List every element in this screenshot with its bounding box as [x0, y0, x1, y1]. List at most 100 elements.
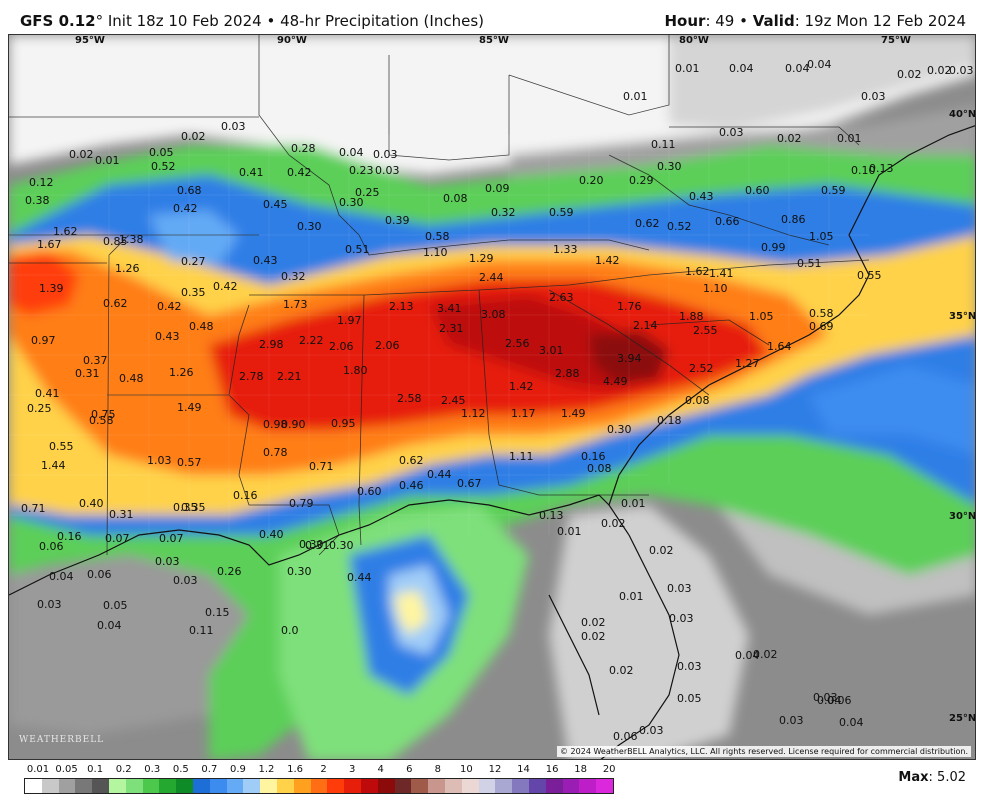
precip-value: 0.59	[549, 206, 574, 219]
legend-tick-label: 6	[406, 764, 413, 775]
legend-swatch	[260, 779, 277, 793]
valid-label: Valid	[752, 12, 795, 30]
legend-swatch	[108, 779, 126, 793]
precip-value: 0.13	[869, 162, 894, 175]
precip-value: 1.03	[147, 454, 172, 467]
precip-value: 0.15	[205, 606, 230, 619]
precip-value: 1.49	[177, 401, 202, 414]
precip-value: 0.03	[669, 612, 694, 625]
precip-value: 0.01	[623, 90, 648, 103]
lat-label-30n: 30°N	[949, 511, 976, 522]
precip-value: 0.48	[189, 320, 214, 333]
precip-value: 1.42	[595, 254, 620, 267]
max-number: : 5.02	[928, 770, 966, 785]
valid-separator: •	[734, 12, 753, 30]
precip-value: 0.02	[777, 132, 802, 145]
precip-value: 0.03	[861, 90, 886, 103]
precip-value: 0.40	[79, 497, 104, 510]
legend-swatch	[243, 779, 261, 793]
precip-value: 0.41	[239, 166, 264, 179]
precip-value: 0.46	[399, 479, 424, 492]
lat-label-25n: 25°N	[949, 713, 976, 724]
precip-value: 2.21	[277, 370, 302, 383]
precip-value: 1.39	[39, 282, 64, 295]
precip-value: 1.97	[337, 314, 362, 327]
precip-value: 0.03	[719, 126, 744, 139]
legend-tick-label: 20	[602, 764, 616, 775]
max-value: Max: 5.02	[898, 770, 966, 785]
precip-value: 2.56	[505, 337, 530, 350]
precip-value: 0.62	[635, 217, 660, 230]
legend-swatch	[192, 779, 210, 793]
precip-value: 0.01	[557, 525, 582, 538]
precip-value: 0.43	[689, 190, 714, 203]
precip-value: 0.25	[27, 402, 52, 415]
precip-value: 0.02	[649, 544, 674, 557]
legend-swatch	[310, 779, 328, 793]
precip-value: 0.04	[839, 716, 864, 729]
precip-value: 1.80	[343, 364, 368, 377]
precip-value: 0.13	[539, 509, 564, 522]
legend-swatch	[411, 779, 429, 793]
precip-value: 0.26	[217, 565, 242, 578]
precip-value: 0.52	[667, 220, 692, 233]
precip-value: 0.03	[173, 574, 198, 587]
legend-swatch	[428, 779, 445, 793]
legend-swatch	[75, 779, 93, 793]
precip-value: 0.03	[779, 714, 804, 727]
precip-value: 0.79	[289, 497, 314, 510]
precip-value: 0.58	[425, 230, 450, 243]
legend-swatch	[125, 779, 143, 793]
precip-value: 0.0	[281, 624, 299, 637]
precip-value: 0.03	[375, 164, 400, 177]
precip-value: 0.51	[345, 243, 370, 256]
precip-value: 1.38	[119, 233, 144, 246]
precip-value: 0.02	[69, 148, 94, 161]
precip-value: 0.03	[155, 555, 180, 568]
precip-value: 2.55	[693, 324, 718, 337]
legend-tick-label: 18	[574, 764, 587, 775]
precip-value: 3.41	[437, 302, 462, 315]
legend-swatch	[176, 779, 193, 793]
precip-value: 1.88	[679, 310, 704, 323]
precip-value: 0.30	[299, 538, 324, 551]
precip-value: 0.09	[485, 182, 510, 195]
lon-label-75w: 75°W	[881, 35, 911, 46]
precip-value: 0.01	[95, 154, 120, 167]
legend-swatch	[209, 779, 227, 793]
legend-tick-label: 1.6	[287, 764, 303, 775]
precip-value: 0.68	[177, 184, 202, 197]
precip-value: 0.48	[119, 372, 144, 385]
legend-swatch	[562, 779, 580, 793]
precip-value: 0.03	[949, 64, 974, 77]
lat-label-40n: 40°N	[949, 109, 976, 120]
precip-value: 0.06	[613, 730, 638, 743]
precip-value: 0.05	[677, 692, 702, 705]
legend-swatch	[92, 779, 109, 793]
legend-swatch	[58, 779, 76, 793]
precip-value: 0.44	[427, 468, 452, 481]
precip-value: 1.29	[469, 252, 494, 265]
precip-value: 0.30	[287, 565, 312, 578]
precip-value: 0.97	[31, 334, 56, 347]
precip-value: 0.66	[715, 215, 740, 228]
legend-swatch	[444, 779, 462, 793]
precip-value: 1.12	[461, 407, 486, 420]
precip-value: 1.76	[617, 300, 642, 313]
precip-value: 0.04	[735, 649, 760, 662]
legend-swatch	[579, 779, 597, 793]
legend-tick-label: 0.1	[87, 764, 104, 775]
precip-value: 0.58	[809, 307, 834, 320]
precip-value: 1.26	[169, 366, 194, 379]
precip-value: 0.30	[297, 220, 322, 233]
precip-value: 0.42	[157, 300, 182, 313]
precip-value: 0.30	[607, 423, 632, 436]
precip-value: 0.95	[331, 417, 356, 430]
precip-value: 1.42	[509, 380, 534, 393]
precip-value: 1.05	[749, 310, 774, 323]
precip-value: 0.71	[21, 502, 46, 515]
precip-value: 0.35	[173, 501, 198, 514]
precip-value: 0.16	[581, 450, 606, 463]
precip-value: 0.60	[745, 184, 770, 197]
precip-value: 0.44	[347, 571, 372, 584]
